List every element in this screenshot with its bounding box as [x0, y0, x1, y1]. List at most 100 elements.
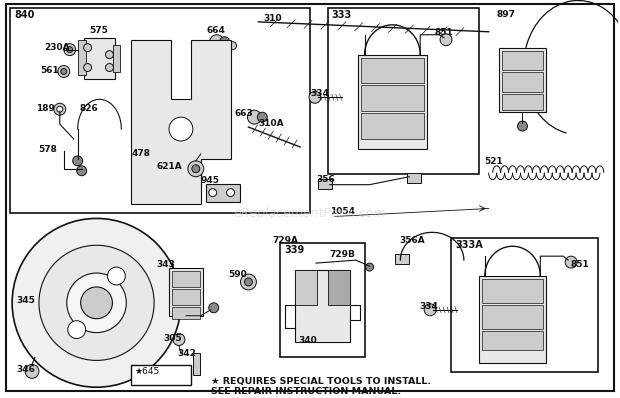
Circle shape	[209, 303, 219, 313]
Text: 945: 945	[201, 176, 219, 185]
Bar	[280, 243, 365, 357]
Text: 339: 339	[284, 245, 304, 255]
Bar	[358, 55, 427, 149]
Circle shape	[440, 34, 452, 46]
Bar	[328, 270, 350, 305]
Text: 521: 521	[485, 157, 503, 166]
Circle shape	[61, 68, 67, 74]
Text: ★ REQUIRES SPECIAL TOOLS TO INSTALL.: ★ REQUIRES SPECIAL TOOLS TO INSTALL.	[211, 377, 431, 386]
Circle shape	[244, 278, 252, 286]
Text: 729A: 729A	[272, 236, 298, 245]
Bar	[482, 305, 543, 329]
Circle shape	[229, 42, 236, 50]
Text: 729B: 729B	[330, 250, 356, 259]
Text: 561: 561	[40, 66, 59, 74]
Bar	[172, 271, 200, 287]
Bar	[193, 353, 200, 375]
Circle shape	[73, 156, 82, 166]
Text: eReplacementParts.com: eReplacementParts.com	[234, 207, 386, 220]
Text: 340: 340	[298, 336, 317, 345]
Bar	[461, 254, 475, 264]
Bar	[113, 45, 120, 72]
Text: 356A: 356A	[399, 236, 425, 245]
Text: 230A: 230A	[44, 43, 69, 52]
Circle shape	[210, 35, 224, 49]
Bar	[502, 72, 543, 92]
Bar	[10, 8, 310, 213]
Circle shape	[57, 106, 63, 112]
Circle shape	[169, 117, 193, 141]
Circle shape	[84, 44, 92, 52]
Circle shape	[105, 51, 113, 59]
Circle shape	[209, 189, 216, 197]
Circle shape	[565, 256, 577, 268]
Bar	[361, 113, 424, 139]
Circle shape	[281, 246, 295, 260]
Circle shape	[518, 121, 528, 131]
Bar	[290, 246, 310, 260]
Text: 621A: 621A	[156, 162, 182, 171]
Bar	[482, 331, 543, 351]
Text: 826: 826	[79, 104, 99, 113]
Circle shape	[64, 44, 76, 56]
Text: 578: 578	[38, 145, 57, 154]
Polygon shape	[131, 40, 231, 203]
Bar	[396, 254, 409, 264]
Text: 663: 663	[234, 109, 254, 118]
Text: 342: 342	[177, 349, 196, 359]
Circle shape	[81, 287, 112, 319]
Bar	[502, 94, 543, 110]
Text: 664: 664	[206, 26, 226, 35]
Bar	[206, 184, 241, 201]
Text: 346: 346	[16, 365, 35, 375]
Circle shape	[219, 37, 229, 47]
Bar	[295, 270, 350, 341]
Text: 333A: 333A	[455, 240, 483, 250]
Circle shape	[58, 66, 69, 78]
Text: 189: 189	[36, 104, 55, 113]
Text: 310A: 310A	[259, 119, 284, 128]
Bar	[479, 276, 546, 363]
Bar	[318, 179, 332, 189]
Text: 897: 897	[497, 10, 516, 19]
Text: 333: 333	[332, 10, 352, 20]
Bar	[482, 279, 543, 303]
Circle shape	[247, 110, 262, 124]
Bar	[295, 270, 317, 305]
Circle shape	[68, 321, 86, 339]
Text: 478: 478	[131, 149, 150, 158]
Bar	[328, 8, 479, 174]
Circle shape	[257, 112, 267, 122]
Bar	[131, 365, 191, 385]
Bar	[361, 58, 424, 84]
Circle shape	[67, 273, 126, 333]
Text: SEE REPAIR INSTRUCTION MANUAL.: SEE REPAIR INSTRUCTION MANUAL.	[211, 387, 401, 396]
Circle shape	[39, 245, 154, 361]
Text: 851: 851	[570, 260, 589, 269]
Circle shape	[84, 64, 92, 72]
Text: 575: 575	[89, 26, 108, 35]
Bar	[498, 48, 546, 112]
Bar	[84, 38, 115, 80]
Circle shape	[309, 92, 321, 103]
Bar	[502, 51, 543, 70]
Circle shape	[241, 274, 257, 290]
Bar	[169, 268, 203, 316]
Circle shape	[424, 304, 436, 316]
Bar	[451, 238, 598, 372]
Circle shape	[67, 47, 73, 53]
Circle shape	[54, 103, 66, 115]
Text: 590: 590	[229, 270, 247, 279]
Text: 851: 851	[434, 28, 453, 37]
Bar	[172, 289, 200, 305]
Circle shape	[226, 189, 234, 197]
Bar	[361, 86, 424, 111]
Circle shape	[188, 161, 204, 177]
Circle shape	[77, 166, 87, 176]
Circle shape	[192, 165, 200, 173]
Circle shape	[173, 334, 185, 345]
Text: 334: 334	[419, 302, 438, 311]
Text: 1054: 1054	[330, 207, 355, 215]
Circle shape	[12, 219, 181, 387]
Text: 345: 345	[16, 296, 35, 305]
